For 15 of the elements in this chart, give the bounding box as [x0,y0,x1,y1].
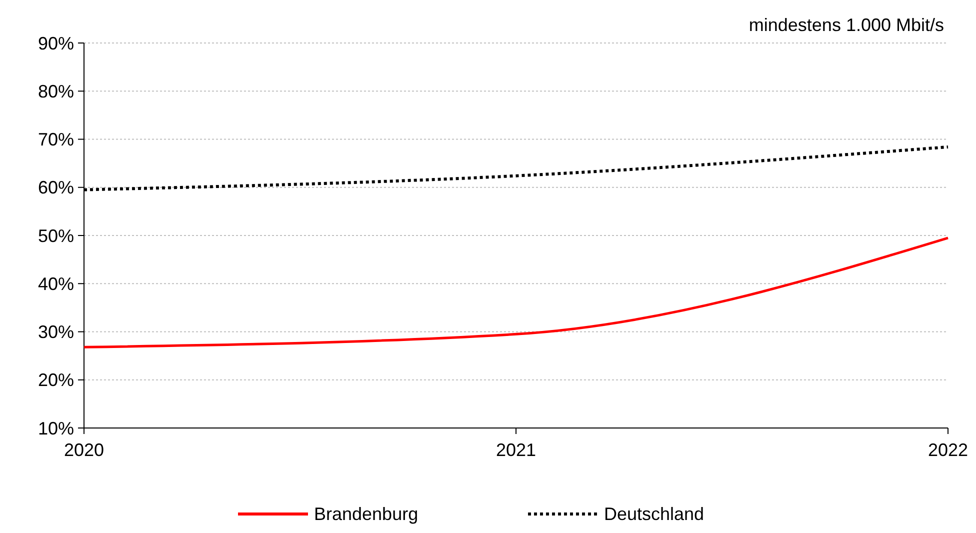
y-tick-label: 90% [38,33,74,54]
y-tick-label: 30% [38,322,74,342]
y-tick-label: 10% [38,418,74,438]
text: mindestens 1.000 Mbit/s [748,15,944,35]
y-tick-label: 40% [38,274,74,294]
y-tick-label: 60% [38,178,74,198]
x-tick-label: 2021 [496,440,536,460]
legend-label: Brandenburg [314,504,418,524]
y-tick-label: 20% [38,370,74,390]
y-tick-label: 70% [38,130,74,150]
legend-label: Deutschland [604,504,704,524]
y-tick-label: 50% [38,226,74,246]
x-tick-label: 2020 [64,440,104,460]
y-tick-label: 80% [38,81,74,102]
x-tick-label: 2022 [928,440,968,460]
